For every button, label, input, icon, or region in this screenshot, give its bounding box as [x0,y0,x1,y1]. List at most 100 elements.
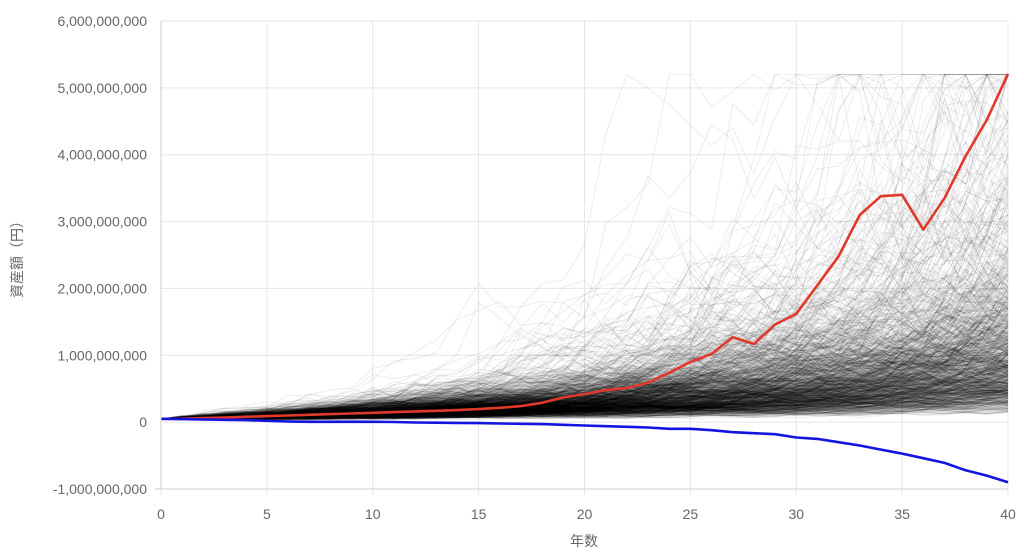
simulation-path [160,221,1009,420]
simulation-path [160,239,1009,420]
simulation-path [160,346,1009,420]
simulation-path [160,386,1009,420]
simulation-path [160,348,1009,420]
simulation-path [160,155,1009,420]
simulation-path [160,155,1009,420]
simulation-path [161,200,1009,420]
simulation-path [160,297,1009,420]
simulation-path [160,391,1009,420]
simulation-path [160,259,1009,420]
simulation-path [160,337,1009,420]
simulation-path [160,330,1009,420]
simulation-path [160,341,1009,420]
simulation-path [160,364,1009,420]
simulation-path [160,139,1009,420]
grid [160,20,1009,495]
simulation-path [160,262,1009,420]
y-tick-label: 1,000,000,000 [57,347,147,363]
simulation-path [160,251,1009,420]
simulation-path [160,345,1009,420]
simulation-path [160,331,1009,420]
simulation-path [160,269,1009,420]
simulation-path [160,342,1009,420]
simulation-path [160,149,1009,420]
simulation-path [160,279,1009,420]
simulation-path [160,99,1009,421]
simulation-path [160,365,1009,420]
simulation-path [160,262,1009,420]
simulation-path [160,268,1009,420]
simulation-path [160,365,1009,420]
simulation-path [160,349,1009,420]
simulation-path [160,294,1009,420]
simulation-path [160,189,1009,420]
simulation-path [160,363,1009,420]
simulation-path [160,386,1009,420]
simulation-path [161,326,1009,420]
simulation-path [160,327,1009,420]
simulation-path [160,312,1009,420]
x-tick-label: 5 [263,506,271,522]
simulation-path [160,380,1009,420]
simulation-path [160,345,1009,420]
simulation-path [160,397,1009,420]
y-tick-label: 2,000,000,000 [57,280,147,296]
simulation-path [160,386,1009,420]
simulation-path [160,353,1009,420]
simulation-path [160,337,1009,420]
simulation-path [160,339,1009,421]
simulation-path [160,359,1009,420]
simulation-path [160,329,1009,420]
simulation-path [160,381,1009,420]
simulation-path [160,311,1009,420]
simulation-path [160,263,1009,420]
simulation-path [160,74,1008,420]
simulation-path [160,395,1009,420]
simulation-path [160,335,1009,420]
simulation-path [160,362,1009,420]
simulation-path [160,363,1009,420]
simulation-path [160,399,1009,420]
simulation-path [160,346,1009,420]
simulation-path [160,321,1009,420]
simulation-path [160,378,1009,420]
simulation-path [160,241,1009,420]
simulation-path [160,346,1009,421]
simulation-path [160,306,1009,420]
simulation-path [160,324,1009,420]
simulation-path [160,391,1009,420]
simulation-path [160,308,1009,420]
simulation-path [160,336,1009,420]
simulation-path [160,394,1009,420]
simulation-path [160,364,1009,420]
simulation-path [160,376,1009,420]
simulation-path [160,273,1009,420]
simulation-path [160,214,1009,420]
simulation-path [160,334,1009,420]
simulation-path [160,375,1009,420]
simulation-path [160,373,1009,420]
simulation-path [160,346,1009,421]
simulation-path [160,153,1009,420]
simulation-path [160,140,1009,420]
simulation-path [160,299,1009,420]
simulation-path [160,401,1009,420]
simulation-path [160,307,1009,420]
simulation-path [160,348,1009,420]
simulation-path [160,396,1009,420]
simulation-path [160,373,1009,420]
simulation-path [160,355,1009,420]
y-tick-label: 0 [139,414,147,430]
simulation-path [161,239,1009,420]
simulation-path [160,273,1009,420]
simulation-path [160,364,1009,420]
simulation-path [160,383,1009,420]
simulation-path [161,390,1009,420]
x-tick-labels: 0 5 10 15 20 25 30 35 40 [157,506,1016,522]
simulation-path [160,266,1009,420]
simulation-path [160,378,1009,420]
simulation-path [160,387,1009,420]
simulation-path [160,353,1009,420]
y-tick-label: 5,000,000,000 [57,80,147,96]
simulation-path [160,367,1009,420]
